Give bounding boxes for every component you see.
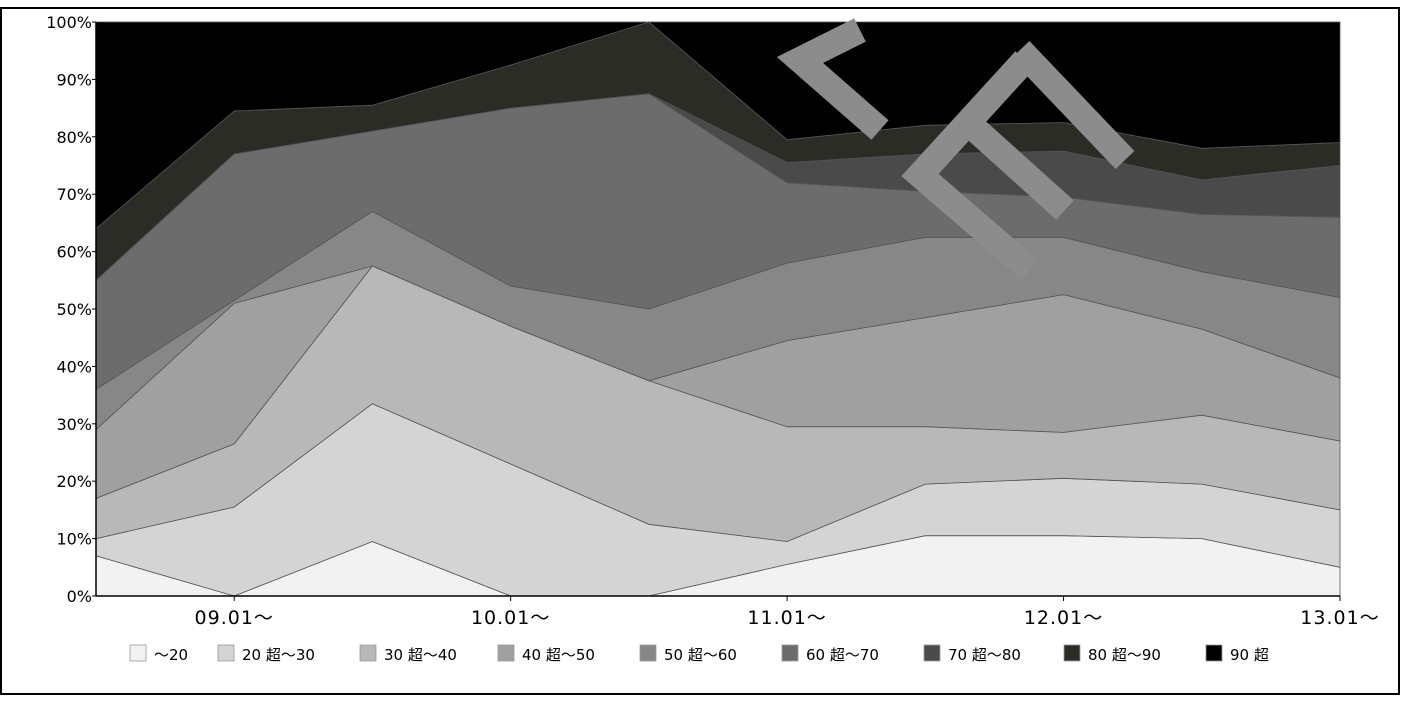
y-tick-label: 70% (56, 185, 92, 204)
legend-swatch (359, 644, 377, 662)
x-tick-labels: 09.01～ 10.01～ 11.01～ 12.01～ 13.01～ (195, 596, 1379, 629)
legend-item: 50 超～60 (639, 644, 737, 664)
legend-swatch (217, 644, 235, 662)
legend-swatch (129, 644, 147, 662)
x-tick-label: 11.01～ (747, 607, 826, 629)
legend-item: 20 超～30 (217, 644, 315, 664)
legend-label: 90 超 (1230, 646, 1269, 664)
y-tick-label: 100% (46, 13, 92, 32)
y-tick-label: 30% (56, 415, 92, 434)
legend-item: 70 超～80 (923, 644, 1021, 664)
legend-label: 40 超～50 (522, 646, 595, 664)
x-tick-label: 09.01～ (195, 607, 274, 629)
legend-item: ～20 (129, 644, 188, 664)
legend-swatch (639, 644, 657, 662)
y-tick-label: 20% (56, 472, 92, 491)
y-tick-label: 10% (56, 530, 92, 549)
y-tick-label: 50% (56, 300, 92, 319)
legend-item: 80 超～90 (1063, 644, 1161, 664)
area-layers (95, 21, 1341, 597)
x-tick-label: 12.01～ (1024, 607, 1103, 629)
legend-item: 40 超～50 (497, 644, 595, 664)
legend-label: 30 超～40 (384, 646, 457, 664)
y-tick-labels: 0% 10% 20% 30% 40% 50% 60% 70% 80% 90% 100% (46, 13, 96, 606)
legend-label: 20 超～30 (242, 646, 315, 664)
legend-item: 60 超～70 (781, 644, 879, 664)
legend-item: 30 超～40 (359, 644, 457, 664)
y-tick-label: 80% (56, 128, 92, 147)
legend-swatch (1205, 644, 1223, 662)
legend: ～20 20 超～30 30 超～40 40 超～50 50 超～60 60 超～70 70… (129, 644, 1269, 664)
legend-swatch (497, 644, 515, 662)
legend-swatch (1063, 644, 1081, 662)
legend-label: 70 超～80 (948, 646, 1021, 664)
legend-label: 50 超～60 (664, 646, 737, 664)
legend-label: 60 超～70 (806, 646, 879, 664)
y-tick-label: 0% (67, 587, 92, 606)
legend-label: 80 超～90 (1088, 646, 1161, 664)
legend-item: 90 超 (1205, 644, 1269, 664)
x-tick-label: 10.01～ (471, 607, 550, 629)
outer-border (0, 7, 1400, 695)
y-tick-label: 60% (56, 243, 92, 262)
watermark (776, 18, 1135, 280)
legend-swatch (923, 644, 941, 662)
legend-label: ～20 (154, 646, 188, 664)
y-tick-label: 40% (56, 357, 92, 376)
legend-swatch (781, 644, 799, 662)
y-tick-label: 90% (56, 70, 92, 89)
x-tick-label: 13.01～ (1300, 607, 1379, 629)
